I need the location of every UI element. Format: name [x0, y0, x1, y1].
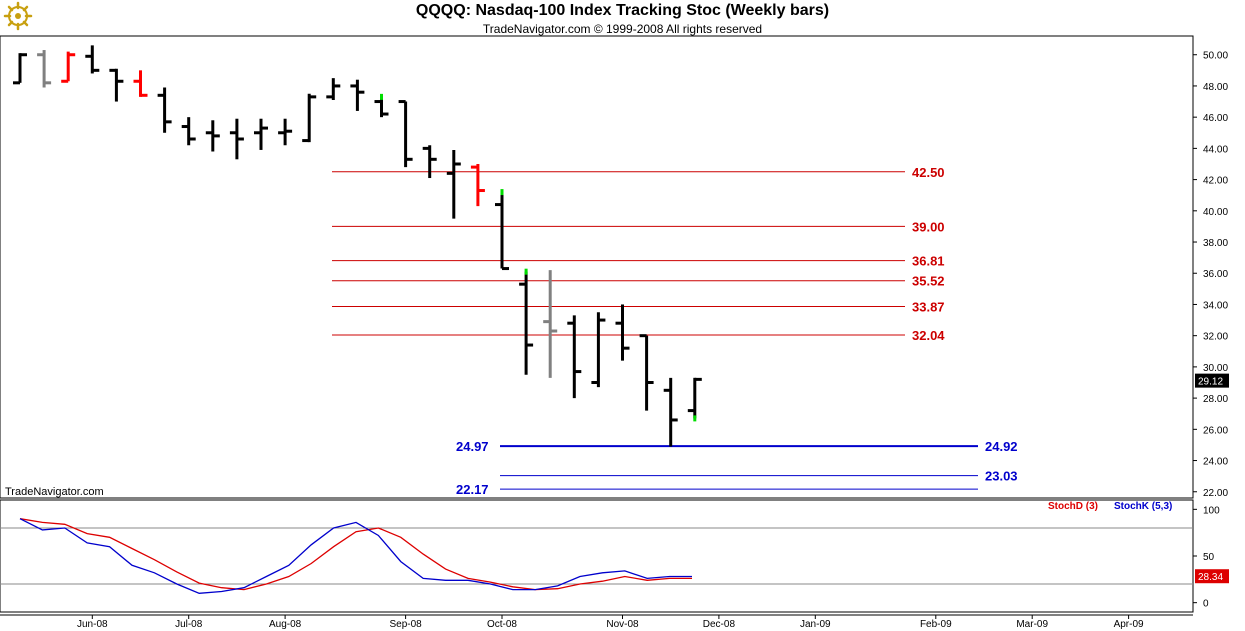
month-label: Apr-09 [1114, 619, 1144, 630]
ohlc-bar [37, 50, 52, 88]
price-tick-label: 38.00 [1203, 238, 1228, 249]
stoch-legend-label: StochK (5,3) [1114, 501, 1172, 512]
stoch-panel-border [0, 499, 1194, 613]
month-label: Dec-08 [703, 619, 736, 630]
ohlc-bar [687, 377, 702, 422]
stoch-tick-label: 100 [1203, 505, 1220, 516]
price-axis: 22.00 24.00 26.00 28.00 30.00 32.00 34.00 36.00… [1193, 51, 1229, 499]
stoch-tick-label: 0 [1203, 599, 1209, 610]
price-tick-label: 40.00 [1203, 207, 1228, 218]
copyright-text: TradeNavigator.com © 1999-2008 All right… [482, 22, 763, 36]
price-tick-label: 28.00 [1203, 394, 1228, 405]
price-tick-label: 32.00 [1203, 332, 1228, 343]
ohlc-bar [157, 87, 172, 133]
ohlc-bar [398, 100, 413, 168]
ohlc-bar [639, 334, 654, 411]
price-tick-label: 34.00 [1203, 300, 1228, 311]
support-level-right-label: 24.92 [985, 439, 1018, 454]
ohlc-bar [663, 377, 678, 447]
watermark-text: TradeNavigator.com [5, 486, 104, 498]
price-tick-label: 48.00 [1203, 82, 1228, 93]
month-label: Mar-09 [1016, 619, 1048, 630]
ohlc-bar [13, 53, 27, 85]
ohlc-bar [181, 117, 196, 146]
ohlc-bar [495, 189, 509, 271]
ohlc-bar [278, 118, 293, 146]
stoch-series-line [19, 518, 692, 594]
ohlc-bars [13, 45, 702, 447]
fib-level-label: 39.00 [912, 219, 945, 234]
ohlc-bar [229, 118, 244, 160]
ohlc-bar [61, 51, 76, 83]
ohlc-bar [519, 268, 534, 375]
price-tick-label: 26.00 [1203, 425, 1228, 436]
ohlc-bar [326, 78, 341, 100]
ohlc-bar [350, 79, 365, 111]
price-tick-label: 46.00 [1203, 113, 1228, 124]
date-axis: Jun-08 Jul-08 Aug-08 Sep-08 Oct-08 Nov-08 Dec-… [77, 615, 1144, 630]
price-tick-label: 30.00 [1203, 363, 1228, 374]
fib-level-label: 42.50 [912, 165, 945, 180]
price-tick-label: 22.00 [1203, 488, 1228, 499]
fib-level-label: 32.04 [912, 328, 945, 343]
month-label: Feb-09 [920, 619, 952, 630]
stoch-legend-label: StochD (3) [1048, 501, 1098, 512]
stoch-tick-label: 50 [1203, 552, 1215, 563]
trade-navigator-logo-icon [2, 0, 34, 32]
month-label: Aug-08 [269, 619, 302, 630]
price-tick-label: 44.00 [1203, 144, 1228, 155]
fib-level-label: 33.87 [912, 299, 945, 314]
price-tick-label: 24.00 [1203, 457, 1228, 468]
ohlc-bar [470, 163, 485, 207]
ohlc-bar [543, 270, 558, 378]
price-levels: 42.50 39.00 36.81 35.52 33.87 32.04 24.97 24.92… [332, 165, 1018, 497]
ohlc-bar [302, 93, 317, 143]
ohlc-bar [374, 93, 389, 118]
price-tick-label: 42.00 [1203, 176, 1228, 187]
stoch-last-value-box [1195, 569, 1229, 584]
chart-title: QQQQ: Nasdaq-100 Index Tracking Stoc (We… [415, 2, 830, 19]
month-label: Jul-08 [175, 619, 203, 630]
ohlc-bar [109, 68, 124, 102]
ohlc-bar [254, 118, 268, 150]
ohlc-bar [205, 120, 220, 152]
price-tick-label: 36.00 [1203, 269, 1228, 280]
last-price-label: 29.12 [1198, 377, 1223, 388]
month-label: Sep-08 [389, 619, 422, 630]
stoch-last-value-label: 28.34 [1198, 572, 1223, 583]
ohlc-bar [422, 145, 437, 179]
support-level-left-label: 24.97 [456, 439, 489, 454]
price-panel-border [0, 35, 1194, 499]
month-label: Nov-08 [606, 619, 639, 630]
ohlc-bar [446, 149, 461, 219]
support-level-right-label: 23.03 [985, 469, 1018, 484]
price-tick-label: 50.00 [1203, 51, 1228, 62]
ohlc-bar [85, 45, 100, 74]
ohlc-bar [591, 312, 606, 388]
ohlc-bar [567, 315, 582, 399]
fib-level-label: 36.81 [912, 254, 945, 269]
stoch-series-line [19, 518, 692, 591]
month-label: Oct-08 [487, 619, 517, 630]
month-label: Jun-08 [77, 619, 108, 630]
ohlc-bar [133, 70, 148, 97]
ohlc-bar [615, 304, 630, 361]
month-label: Jan-09 [800, 619, 831, 630]
fib-level-label: 35.52 [912, 274, 945, 289]
support-level-left-label: 22.17 [456, 482, 489, 497]
stochastic-panel: 0 50 100 StochD (3) StochK (5,3) 28.34 [0, 501, 1229, 610]
last-price-box [1195, 373, 1229, 388]
